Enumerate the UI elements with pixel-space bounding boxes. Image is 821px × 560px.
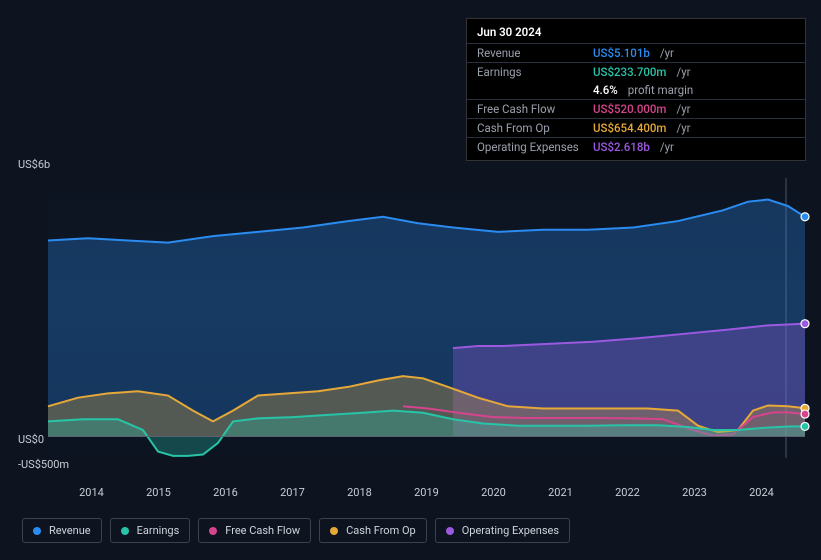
tooltip-row: Free Cash Flow US$520.000m/yr [467, 99, 805, 118]
x-axis-label: 2014 [58, 486, 125, 499]
y-axis-label: US$6b [18, 159, 50, 170]
legend-item-revenue[interactable]: Revenue [22, 518, 102, 543]
legend-label: Free Cash Flow [225, 524, 300, 537]
chart-tooltip: Jun 30 2024 Revenue US$5.101b/yr Earnings U… [466, 18, 806, 161]
y-axis-label: -US$500m [18, 459, 69, 470]
tooltip-unit: /yr [660, 140, 674, 154]
zero-line [48, 436, 805, 437]
x-axis-label: 2020 [460, 486, 527, 499]
tooltip-row: Earnings US$233.700m/yr [467, 62, 805, 81]
tooltip-label: Cash From Op [477, 121, 585, 135]
legend-item-cash-from-op[interactable]: Cash From Op [319, 518, 427, 543]
x-axis-label: 2023 [661, 486, 728, 499]
tooltip-rows: Revenue US$5.101b/yr Earnings US$233.700m/y… [467, 43, 805, 156]
chart-svg [48, 178, 805, 458]
legend-item-earnings[interactable]: Earnings [110, 518, 191, 543]
x-axis-label: 2015 [125, 486, 192, 499]
tooltip-label: Free Cash Flow [477, 102, 585, 116]
x-axis-label: 2018 [326, 486, 393, 499]
tooltip-row: Operating Expenses US$2.618b/yr [467, 137, 805, 156]
legend-dot [33, 527, 41, 535]
legend-dot [330, 527, 338, 535]
legend-label: Earnings [137, 524, 180, 537]
tooltip-date: Jun 30 2024 [467, 23, 805, 43]
tooltip-unit: /yr [676, 102, 690, 116]
legend-dot [446, 527, 454, 535]
chart-plot [48, 178, 805, 458]
tooltip-row: Revenue US$5.101b/yr [467, 43, 805, 62]
legend-label: Revenue [49, 524, 91, 537]
tooltip-value: 4.6% [593, 83, 618, 97]
tooltip-value: US$2.618b [593, 140, 650, 154]
tooltip-label: Operating Expenses [477, 140, 585, 154]
legend-dot [121, 527, 129, 535]
tooltip-row: Cash From Op US$654.400m/yr [467, 118, 805, 137]
x-axis-label: 2017 [259, 486, 326, 499]
y-axis-label: US$0 [18, 434, 44, 445]
tooltip-unit: /yr [676, 65, 690, 79]
tooltip-unit: profit margin [628, 83, 694, 97]
tooltip-label: Revenue [477, 46, 585, 60]
tooltip-unit: /yr [676, 121, 690, 135]
x-axis-label: 2021 [527, 486, 594, 499]
tooltip-value: US$654.400m [593, 121, 666, 135]
legend-label: Operating Expenses [462, 524, 559, 537]
tooltip-row: 4.6% profit margin [467, 81, 805, 99]
tooltip-value: US$5.101b [593, 46, 650, 60]
tooltip-value: US$233.700m [593, 65, 666, 79]
x-axis-label: 2022 [594, 486, 661, 499]
x-axis-label: 2024 [728, 486, 795, 499]
series-end-dot-opex [801, 320, 809, 328]
x-axis-label: 2016 [192, 486, 259, 499]
x-axis: 2014201520162017201820192020202120222023… [48, 486, 805, 499]
series-end-dot-revenue [801, 213, 809, 221]
legend: Revenue Earnings Free Cash Flow Cash From O… [22, 518, 570, 543]
x-axis-label: 2019 [393, 486, 460, 499]
tooltip-label: Earnings [477, 65, 585, 79]
series-end-dot-fcf [801, 410, 809, 418]
legend-item-operating-expenses[interactable]: Operating Expenses [435, 518, 570, 543]
tooltip-unit: /yr [660, 46, 674, 60]
series-end-dot-earnings [801, 422, 809, 430]
legend-dot [209, 527, 217, 535]
legend-item-free-cash-flow[interactable]: Free Cash Flow [198, 518, 311, 543]
tooltip-value: US$520.000m [593, 102, 666, 116]
legend-label: Cash From Op [346, 524, 416, 537]
